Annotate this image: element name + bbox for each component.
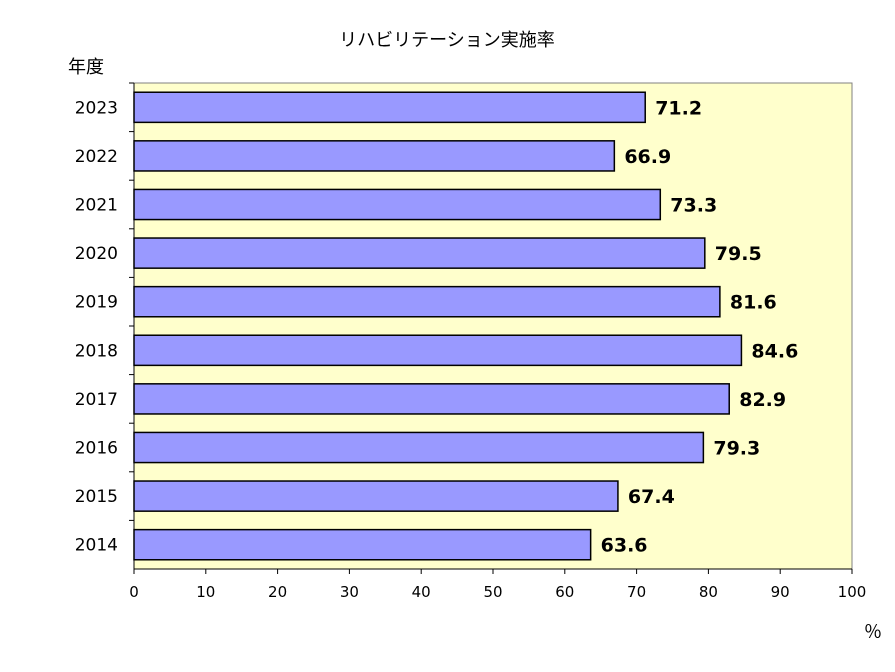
data-label-2020: 79.5 [715,243,762,265]
bar-2015 [133,480,619,512]
x-tick-label-40: 40 [412,583,431,601]
category-label-2017: 2017 [75,390,118,410]
axes-group: 2023 2022 2021 2020 2019 2018 2017 2016 2015 2014… [75,82,867,601]
category-label-2023: 2023 [75,98,118,118]
bar-2023 [133,91,646,124]
x-tick-label-60: 60 [555,583,574,601]
data-label-2015: 67.4 [628,486,675,508]
category-label-2018: 2018 [75,341,118,361]
y-axis-label: 年度 [68,57,104,78]
bar-2021 [133,188,662,221]
x-tick-label-50: 50 [483,583,502,601]
category-label-2015: 2015 [75,487,118,507]
data-label-2014: 63.6 [601,535,648,557]
data-label-2019: 81.6 [730,292,777,314]
x-tick-label-100: 100 [838,583,867,601]
x-tick-label-20: 20 [268,583,287,601]
category-label-2019: 2019 [75,293,118,313]
category-label-2016: 2016 [75,439,118,459]
bar-2020 [133,237,706,269]
data-label-2023: 71.2 [655,97,702,119]
bar-2022 [133,140,616,172]
x-tick-label-10: 10 [196,583,215,601]
chart-title: リハビリテーション実施率 [339,30,555,51]
bar-2014 [133,528,592,561]
x-axis-unit-label: ％ [864,622,882,643]
bar-2018 [133,334,743,367]
bar-2017 [133,383,730,415]
category-label-2020: 2020 [75,244,118,264]
bars-group: 71.2 66.9 73.3 79.5 81.6 84.6 82.9 79.3 67.4 63.6 [133,91,798,561]
category-label-2022: 2022 [75,147,118,167]
data-label-2022: 66.9 [624,146,671,168]
category-label-2014: 2014 [75,536,118,556]
category-label-2021: 2021 [75,196,118,216]
data-label-2016: 79.3 [713,438,760,460]
data-label-2021: 73.3 [670,195,717,217]
x-tick-label-30: 30 [340,583,359,601]
x-tick-label-80: 80 [699,583,718,601]
data-label-2018: 84.6 [751,340,798,362]
x-tick-label-0: 0 [129,583,139,601]
bar-2019 [133,285,721,318]
x-tick-label-70: 70 [627,583,646,601]
data-label-2017: 82.9 [739,389,786,411]
x-tick-label-90: 90 [771,583,790,601]
bar-2016 [133,431,705,464]
